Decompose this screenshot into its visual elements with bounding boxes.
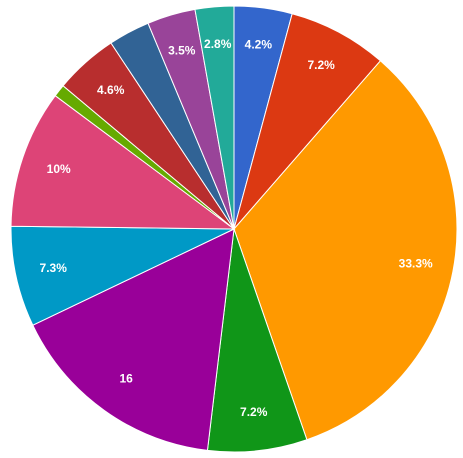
- pie-slice: [10, 94, 236, 230]
- slice-label: 7.2%: [240, 405, 268, 419]
- slice-label: 2.8%: [204, 37, 232, 51]
- slice-label: 7.2%: [307, 58, 335, 72]
- pie-slice: [233, 60, 458, 441]
- slice-label: 3.5%: [168, 44, 196, 58]
- pie-slice: [206, 228, 308, 453]
- pie-slice: [233, 13, 382, 230]
- slice-label: 16: [119, 372, 133, 386]
- slice-label: 4.2%: [245, 38, 273, 52]
- pie-slice: [32, 228, 235, 451]
- slice-label: 10%: [47, 162, 71, 176]
- pie-slice: [10, 225, 235, 326]
- slice-label: 33.3%: [399, 256, 433, 270]
- pie-slice: [194, 5, 235, 230]
- slice-label: 4.6%: [97, 83, 125, 97]
- slice-label: 7.3%: [40, 261, 68, 275]
